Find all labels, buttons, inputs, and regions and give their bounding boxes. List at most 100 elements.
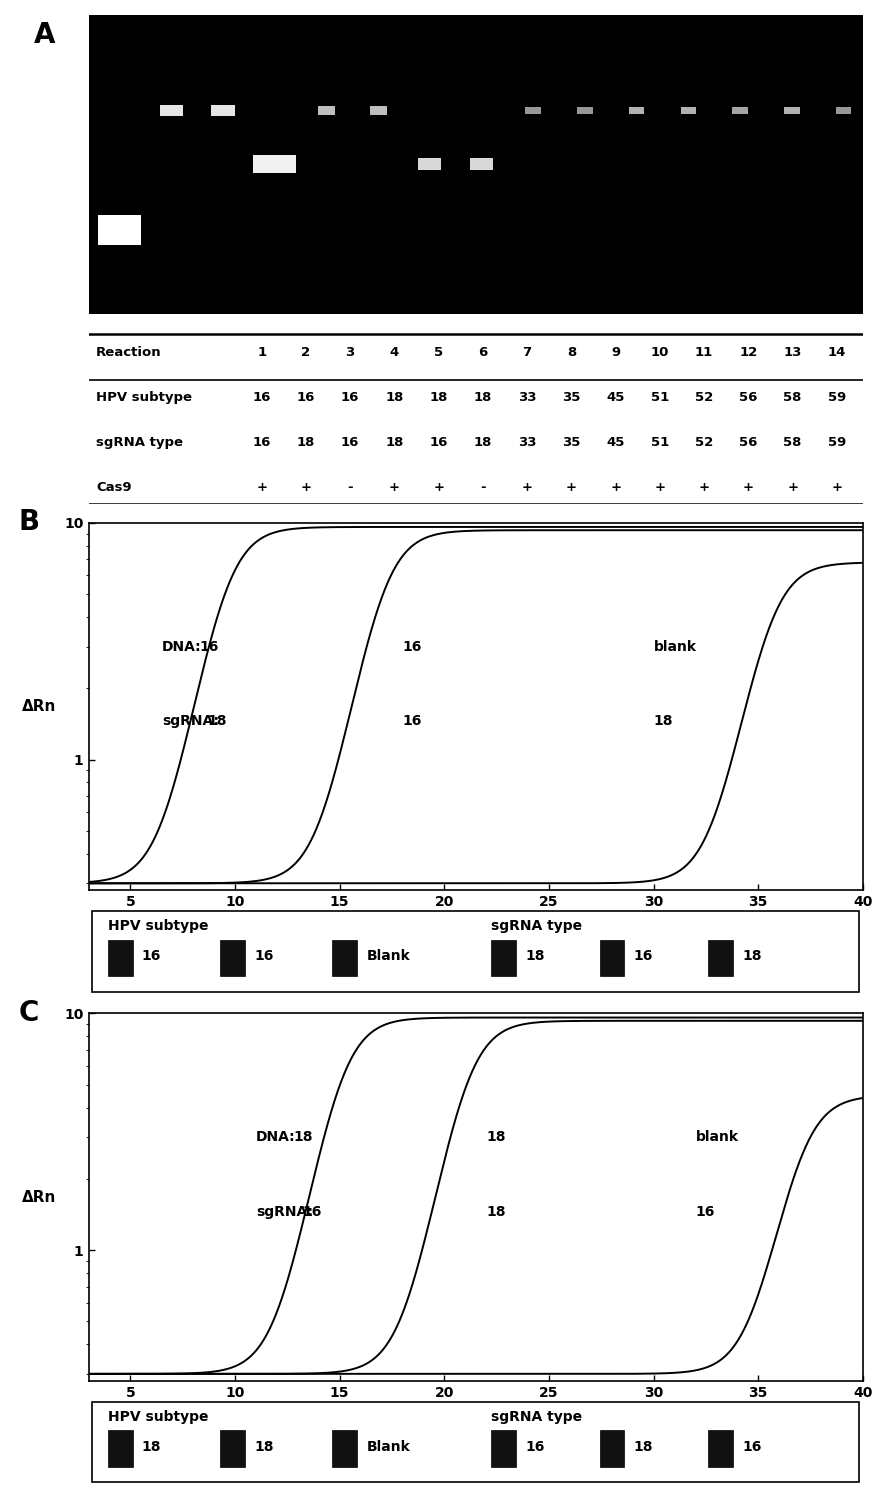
Text: +: + (831, 481, 843, 494)
Text: 18: 18 (654, 714, 673, 729)
Text: 16: 16 (252, 391, 271, 405)
Text: 16: 16 (341, 391, 359, 405)
Bar (733, 107, 748, 115)
Text: +: + (566, 481, 577, 494)
Text: DNA:: DNA: (162, 639, 202, 654)
Bar (600, 939, 625, 976)
Bar (708, 1430, 733, 1466)
Text: 52: 52 (695, 391, 713, 405)
Text: sgRNA type: sgRNA type (491, 920, 582, 933)
Bar (835, 107, 851, 115)
Text: 14: 14 (835, 0, 853, 3)
Y-axis label: ΔRn: ΔRn (22, 1190, 57, 1205)
Text: 2: 2 (301, 346, 311, 360)
Bar (681, 107, 696, 115)
Text: 16: 16 (296, 391, 315, 405)
Bar (600, 1430, 625, 1466)
Text: sgRNA type: sgRNA type (96, 436, 183, 449)
Text: C: C (19, 999, 39, 1027)
Text: 16: 16 (302, 1205, 321, 1218)
Text: 16: 16 (252, 436, 271, 449)
Text: 18: 18 (743, 950, 762, 963)
Bar (108, 1430, 133, 1466)
Bar (333, 939, 358, 976)
Text: 8: 8 (528, 0, 538, 3)
Text: 16: 16 (142, 950, 161, 963)
Text: 18: 18 (385, 436, 404, 449)
Bar (220, 1430, 245, 1466)
Text: +: + (654, 481, 666, 494)
Text: 52: 52 (695, 436, 713, 449)
Text: 18: 18 (294, 1130, 313, 1144)
Text: 7: 7 (477, 0, 486, 3)
Text: 11: 11 (680, 0, 697, 3)
Text: HPV subtype: HPV subtype (108, 920, 208, 933)
Text: DNA:: DNA: (256, 1130, 296, 1144)
Text: 16: 16 (254, 950, 273, 963)
Text: Blank: Blank (366, 1439, 411, 1454)
Bar (577, 107, 593, 115)
Bar (98, 215, 141, 245)
Text: 16: 16 (526, 1439, 544, 1454)
Bar (370, 106, 387, 115)
Text: 33: 33 (518, 436, 536, 449)
Text: 18: 18 (142, 1439, 161, 1454)
Text: 45: 45 (606, 436, 625, 449)
Text: 12: 12 (739, 346, 758, 360)
Text: 3: 3 (270, 0, 280, 3)
Text: 3: 3 (345, 346, 355, 360)
Text: +: + (300, 481, 312, 494)
Text: Blank: Blank (366, 950, 411, 963)
Text: 5: 5 (434, 346, 443, 360)
Bar (491, 939, 516, 976)
Text: 16: 16 (743, 1439, 761, 1454)
Text: B: B (19, 508, 40, 536)
Text: 2: 2 (219, 0, 227, 3)
Text: 6: 6 (478, 346, 488, 360)
Text: 51: 51 (650, 436, 669, 449)
Text: 13: 13 (783, 346, 802, 360)
Text: 13: 13 (782, 0, 801, 3)
Bar (629, 107, 644, 115)
Text: blank: blank (654, 639, 696, 654)
Text: A: A (35, 21, 56, 49)
Text: 16: 16 (341, 436, 359, 449)
Text: 8: 8 (566, 346, 576, 360)
Text: 18: 18 (634, 1439, 653, 1454)
Text: 59: 59 (827, 391, 846, 405)
Text: +: + (256, 481, 267, 494)
Text: -: - (480, 481, 486, 494)
Text: 18: 18 (473, 436, 492, 449)
Text: 16: 16 (403, 639, 422, 654)
Text: 4: 4 (322, 0, 331, 3)
Text: +: + (389, 481, 400, 494)
Text: +: + (698, 481, 710, 494)
Text: 35: 35 (562, 391, 581, 405)
Text: 18: 18 (473, 391, 492, 405)
Text: 10: 10 (627, 0, 646, 3)
Text: 35: 35 (562, 436, 581, 449)
Text: 18: 18 (486, 1130, 505, 1144)
Text: +: + (787, 481, 798, 494)
Bar (108, 939, 133, 976)
Text: M: M (113, 0, 126, 3)
Text: +: + (521, 481, 533, 494)
X-axis label: Cycle number: Cycle number (417, 1403, 535, 1418)
Text: HPV subtype: HPV subtype (108, 1409, 208, 1424)
Text: 45: 45 (606, 391, 625, 405)
Bar (526, 107, 541, 115)
Text: +: + (743, 481, 754, 494)
Text: 18: 18 (429, 391, 448, 405)
Text: +: + (610, 481, 621, 494)
Text: 18: 18 (254, 1439, 273, 1454)
Text: 4: 4 (389, 346, 399, 360)
Text: 18: 18 (526, 950, 545, 963)
Text: 9: 9 (581, 0, 589, 3)
Text: 12: 12 (731, 0, 750, 3)
Text: 18: 18 (296, 436, 315, 449)
Text: HPV subtype: HPV subtype (96, 391, 192, 405)
Bar (212, 105, 235, 116)
FancyBboxPatch shape (92, 911, 859, 991)
Text: 59: 59 (827, 436, 846, 449)
FancyBboxPatch shape (92, 1402, 859, 1483)
